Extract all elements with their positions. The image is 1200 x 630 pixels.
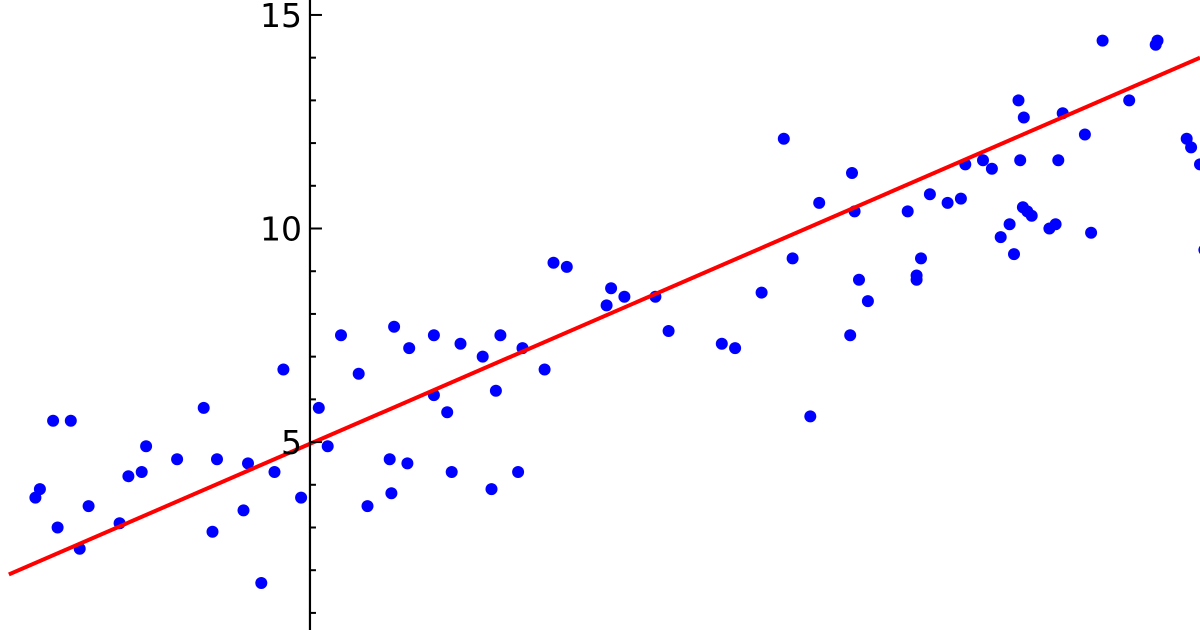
data-point (915, 252, 927, 265)
data-point (1008, 248, 1020, 261)
data-point (361, 500, 374, 513)
data-point (941, 196, 954, 209)
data-point (135, 466, 148, 478)
data-point (985, 162, 998, 175)
data-point (755, 286, 768, 299)
data-point (485, 483, 498, 496)
data-point (1151, 34, 1164, 47)
data-point (813, 196, 826, 209)
data-point (910, 269, 923, 282)
data-point (242, 457, 254, 470)
data-point (401, 457, 414, 470)
data-point (547, 256, 560, 269)
data-point (206, 525, 219, 538)
data-point (352, 367, 365, 380)
data-point (122, 470, 135, 483)
data-point (388, 320, 401, 333)
data-point (255, 577, 268, 589)
data-point (560, 260, 573, 273)
data-point (538, 363, 551, 376)
data-point (846, 167, 858, 179)
data-point (853, 273, 865, 286)
data-point (64, 414, 77, 427)
data-point (1003, 218, 1016, 231)
data-point (861, 295, 874, 308)
data-point (494, 329, 507, 342)
y-tick-label: 5 (281, 423, 302, 462)
data-point (1052, 154, 1065, 167)
data-point (923, 188, 936, 201)
y-tick-label: 10 (260, 210, 302, 249)
data-point (82, 500, 95, 513)
data-point (454, 337, 467, 350)
data-point (1017, 111, 1030, 124)
data-point (383, 453, 396, 466)
y-axis-ticks: 5 10 15 (260, 0, 322, 614)
data-point (51, 521, 64, 534)
data-point (1180, 132, 1193, 145)
data-point (277, 363, 290, 376)
data-point (295, 491, 308, 504)
data-point (489, 384, 502, 397)
data-point (1085, 226, 1098, 239)
data-point (211, 453, 223, 466)
data-point (140, 440, 153, 453)
data-point (662, 325, 675, 337)
data-point (237, 504, 250, 517)
data-point (715, 337, 728, 350)
data-point (994, 231, 1007, 244)
data-point (47, 414, 60, 427)
y-tick-label: 15 (260, 0, 302, 35)
data-points (29, 34, 1200, 589)
data-point (844, 329, 857, 342)
data-point (605, 282, 618, 295)
data-point (1123, 94, 1136, 107)
data-point (476, 350, 489, 363)
data-point (33, 483, 46, 496)
data-point (1049, 218, 1062, 231)
data-point (1012, 94, 1025, 107)
data-point (445, 466, 458, 478)
data-point (197, 401, 210, 414)
data-point (618, 290, 631, 303)
data-point (977, 154, 989, 167)
data-point (427, 329, 440, 342)
data-point (901, 205, 914, 218)
data-point (268, 466, 281, 478)
data-point (335, 329, 347, 342)
data-point (954, 192, 967, 205)
data-point (1025, 209, 1038, 222)
data-point (312, 401, 325, 414)
data-point (441, 406, 454, 419)
data-point (1194, 158, 1200, 171)
regression-line (8, 55, 1200, 577)
data-point (804, 410, 817, 423)
data-point (786, 252, 799, 265)
data-point (321, 440, 334, 453)
data-point (729, 342, 742, 355)
data-point (600, 299, 613, 312)
data-point (1014, 154, 1027, 167)
data-point (171, 453, 184, 466)
data-point (512, 466, 525, 478)
data-point (1078, 128, 1091, 141)
data-point (1096, 34, 1109, 47)
data-point (385, 487, 398, 500)
data-point (403, 342, 416, 355)
data-point (777, 132, 790, 145)
